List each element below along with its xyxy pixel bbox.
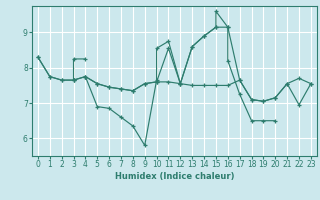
X-axis label: Humidex (Indice chaleur): Humidex (Indice chaleur)	[115, 172, 234, 181]
